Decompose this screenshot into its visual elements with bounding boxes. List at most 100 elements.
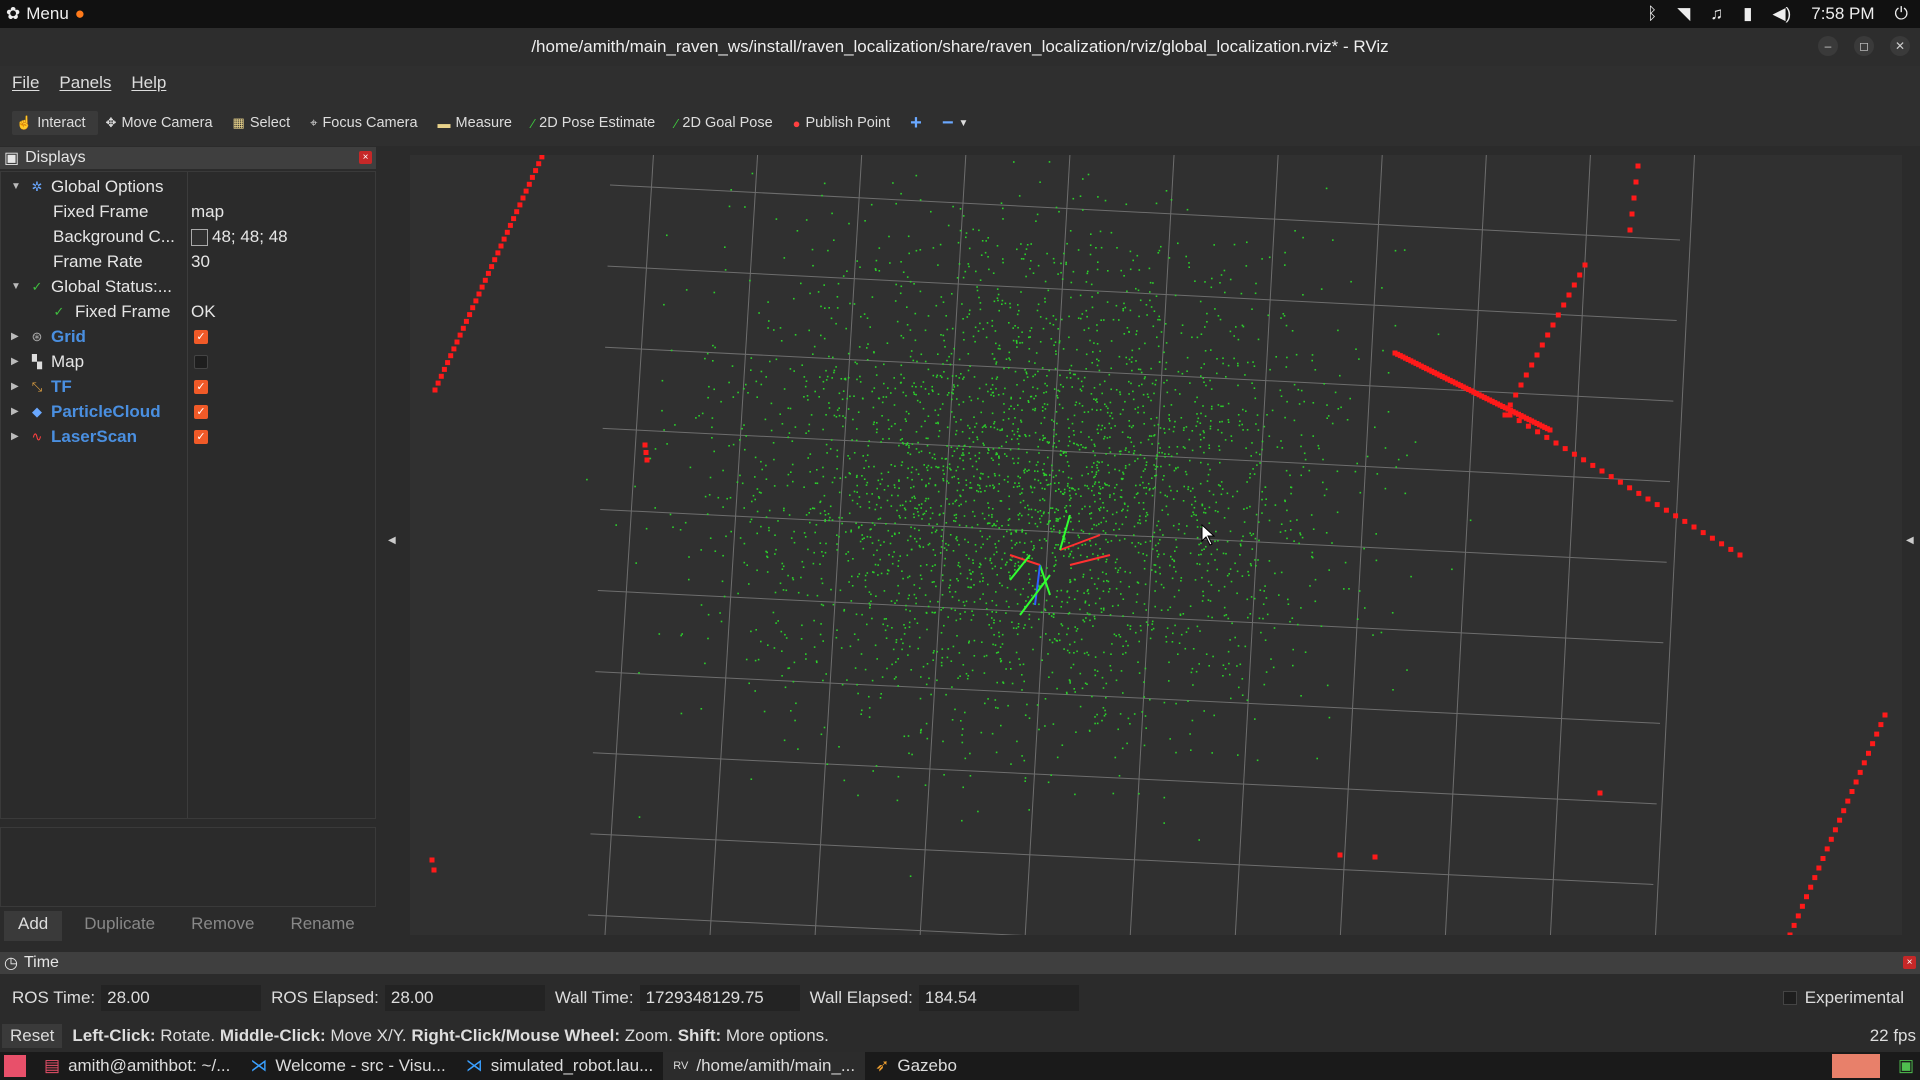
taskbar-vscode-launch[interactable]: ⋊ simulated_robot.lau... [456,1052,664,1080]
show-desktop-icon[interactable] [4,1055,26,1077]
tool-focus-camera[interactable]: ⌖ Focus Camera [306,111,429,135]
particle-cloud-enabled-checkbox[interactable]: ✓ [194,404,208,419]
tool-measure[interactable]: ▬ Measure [434,111,524,135]
tree-row-map[interactable]: ▶ ▚ Map [1,349,377,374]
particle [861,475,863,477]
particle [907,539,909,542]
expand-right-icon[interactable]: ▶ [11,356,19,367]
particle [780,340,783,342]
wall-elapsed-field[interactable]: 184.54 [918,985,1079,1011]
collapse-right-icon[interactable]: ◀ [1906,535,1914,546]
particle [927,605,930,608]
close-button[interactable]: ✕ [1890,36,1910,56]
menu-file[interactable]: File [12,73,40,92]
right-panel-splitter[interactable]: ◀ [1902,147,1920,940]
expand-down-icon[interactable]: ▼ [11,281,21,292]
scene-canvas[interactable] [410,155,1902,935]
workspace-switcher[interactable] [1831,1054,1880,1078]
tool-2d-pose-estimate[interactable]: ⁄ 2D Pose Estimate [528,111,667,135]
battery-icon[interactable]: ▮ [1743,4,1753,23]
notifications-icon[interactable]: ♫ [1710,4,1724,23]
particle [843,378,846,380]
rename-display-button[interactable]: Rename [290,914,355,933]
laser-point [498,243,504,249]
render-viewport[interactable] [410,155,1902,935]
particle [962,489,964,491]
particle [1009,302,1011,305]
tree-row-tf[interactable]: ▶ ⤡ TF ✓ [1,374,377,399]
particle [1065,509,1067,512]
particle [1100,319,1102,321]
expand-right-icon[interactable]: ▶ [11,431,19,442]
fixed-frame-value[interactable]: map [191,201,225,221]
tree-row-frame-rate[interactable]: Frame Rate 30 [1,249,377,274]
tool-select[interactable]: ▦ Select [229,111,303,135]
volume-icon[interactable]: ◀) [1772,4,1792,23]
taskbar-rviz[interactable]: RV/home/amith/main_... [663,1052,866,1080]
particle [836,468,838,470]
left-panel-splitter[interactable]: ◀ [376,147,410,940]
expand-right-icon[interactable]: ▶ [11,406,19,417]
frame-rate-value[interactable]: 30 [191,251,210,271]
tree-row-global-status[interactable]: ▼ ✓ Global Status:... [1,274,377,299]
menu-panels[interactable]: Panels [59,73,112,92]
close-time-panel-icon[interactable]: × [1903,956,1916,969]
expand-down-icon[interactable]: ▼ [11,181,21,192]
duplicate-display-button[interactable]: Duplicate [84,914,156,933]
firefox-icon[interactable]: ● [74,4,86,23]
wifi-icon[interactable]: ◥ [1677,4,1691,23]
particle [814,390,816,393]
particle [1268,519,1271,522]
power-icon[interactable]: ⏻ [1894,4,1908,23]
particle [1077,534,1079,537]
add-tool-button[interactable]: + [906,108,934,139]
reset-button[interactable]: Reset [2,1024,63,1048]
remove-tool-button[interactable]: − ▼ [938,108,981,139]
particle [1080,390,1083,392]
column-divider[interactable] [187,172,188,818]
tool-move-camera[interactable]: ✥ Move Camera [102,111,225,135]
particle [880,693,882,695]
expand-right-icon[interactable]: ▶ [11,331,19,342]
particle [872,406,875,409]
taskbar-vscode-welcome[interactable]: ⋊ Welcome - src - Visu... [240,1052,455,1080]
taskbar-gazebo[interactable]: ➶ Gazebo [865,1052,967,1080]
tf-enabled-checkbox[interactable]: ✓ [194,379,208,394]
minimize-button[interactable]: – [1818,36,1838,56]
particle [857,527,860,529]
ros-elapsed-field[interactable]: 28.00 [384,985,545,1011]
taskbar-terminal[interactable]: ▤ amith@amithbot: ~/... [34,1052,240,1080]
tree-row-particle-cloud[interactable]: ▶ ◆ ParticleCloud ✓ [1,399,377,424]
color-swatch[interactable] [191,228,208,246]
tree-row-fixed-frame[interactable]: Fixed Frame map [1,199,377,224]
remove-display-button[interactable]: Remove [191,914,255,933]
tree-row-background-color[interactable]: Background C... 48; 48; 48 [1,224,377,249]
particle [1053,525,1055,527]
grid-enabled-checkbox[interactable]: ✓ [194,329,208,344]
wall-time-field[interactable]: 1729348129.75 [639,985,800,1011]
tree-row-global-options[interactable]: ▼ ✲ Global Options [1,174,377,199]
close-panel-icon[interactable]: × [359,151,372,164]
menu-help[interactable]: Help [131,73,167,92]
tree-row-laser-scan[interactable]: ▶ ∿ LaserScan ✓ [1,424,377,449]
tree-row-status-fixed-frame[interactable]: ✓ Fixed Frame OK [1,299,377,324]
add-display-button[interactable]: Add [4,911,63,941]
tool-2d-goal-pose[interactable]: ⁄ 2D Goal Pose [671,111,784,135]
experimental-option[interactable]: Experimental [1782,988,1904,1008]
tool-publish-point[interactable]: ● Publish Point [789,111,903,135]
experimental-checkbox[interactable] [1782,991,1797,1005]
expand-right-icon[interactable]: ▶ [11,381,19,392]
tool-interact[interactable]: ☝ Interact [12,111,98,135]
laser-scan-enabled-checkbox[interactable]: ✓ [194,429,208,444]
clock[interactable]: 7:58 PM [1811,4,1875,23]
bluetooth-icon[interactable]: ᛒ [1647,4,1658,23]
collapse-left-icon[interactable]: ◀ [388,535,396,546]
map-enabled-checkbox[interactable] [194,354,208,369]
update-manager-icon[interactable]: ▣ [1897,1056,1914,1075]
ros-time-field[interactable]: 28.00 [101,985,262,1011]
particle [924,500,927,502]
maximize-button[interactable]: ◻ [1854,36,1874,56]
tree-row-grid[interactable]: ▶ ⊛ Grid ✓ [1,324,377,349]
system-menu-button[interactable]: ✿ Menu ● [0,4,85,24]
background-color-value[interactable]: 48; 48; 48 [191,227,288,247]
